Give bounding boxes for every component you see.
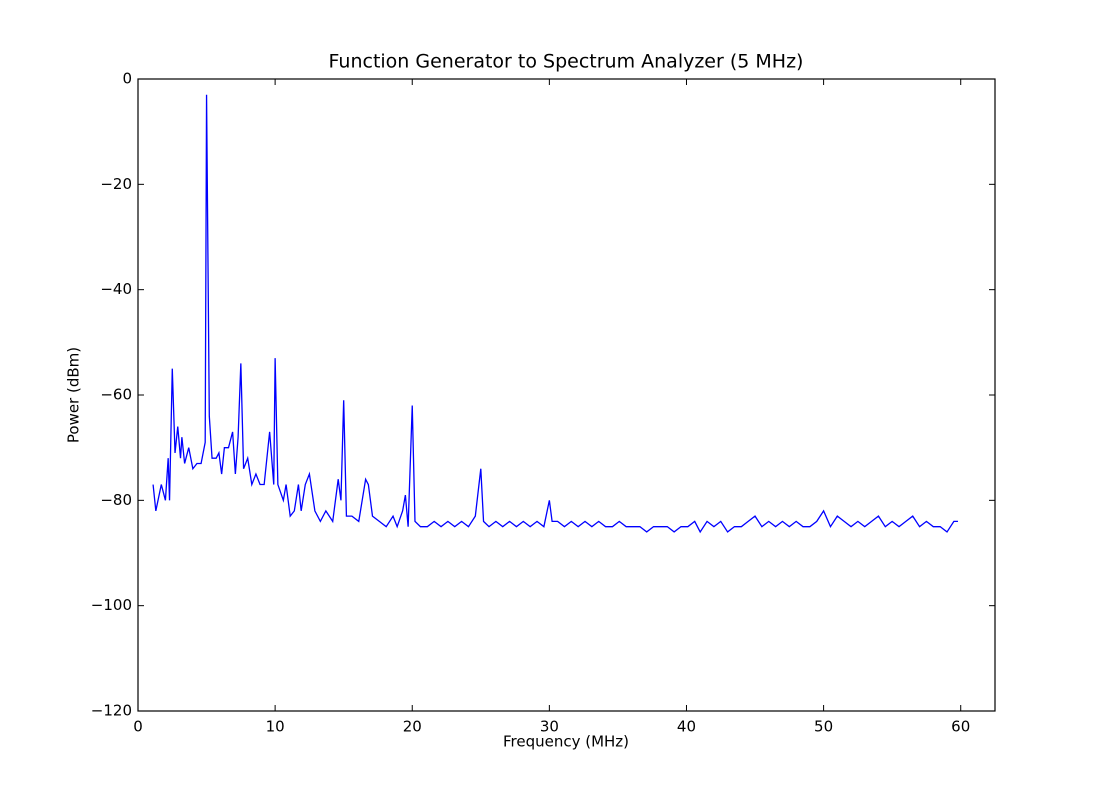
- x-tick-label: 20: [403, 718, 422, 736]
- y-tick-label: −100: [91, 596, 132, 614]
- chart-title: Function Generator to Spectrum Analyzer …: [329, 51, 804, 73]
- y-axis-label: Power (dBm): [65, 347, 83, 443]
- x-tick-label: 50: [814, 718, 833, 736]
- y-tick-label: −60: [100, 386, 132, 404]
- x-tick-label: 60: [951, 718, 970, 736]
- y-tick-label: −40: [100, 280, 132, 298]
- series-line: [152, 94, 958, 534]
- y-tick-label: −80: [100, 491, 132, 509]
- y-tick-label: −120: [91, 702, 132, 720]
- x-tick-label: 10: [266, 718, 285, 736]
- y-tick-label: 0: [122, 70, 132, 88]
- x-tick-label: 40: [677, 718, 696, 736]
- x-tick-label: 30: [540, 718, 559, 736]
- x-tick-label: 0: [133, 718, 143, 736]
- plot-frame: [137, 78, 996, 712]
- x-axis-label: Frequency (MHz): [503, 733, 629, 751]
- y-tick-label: −20: [100, 175, 132, 193]
